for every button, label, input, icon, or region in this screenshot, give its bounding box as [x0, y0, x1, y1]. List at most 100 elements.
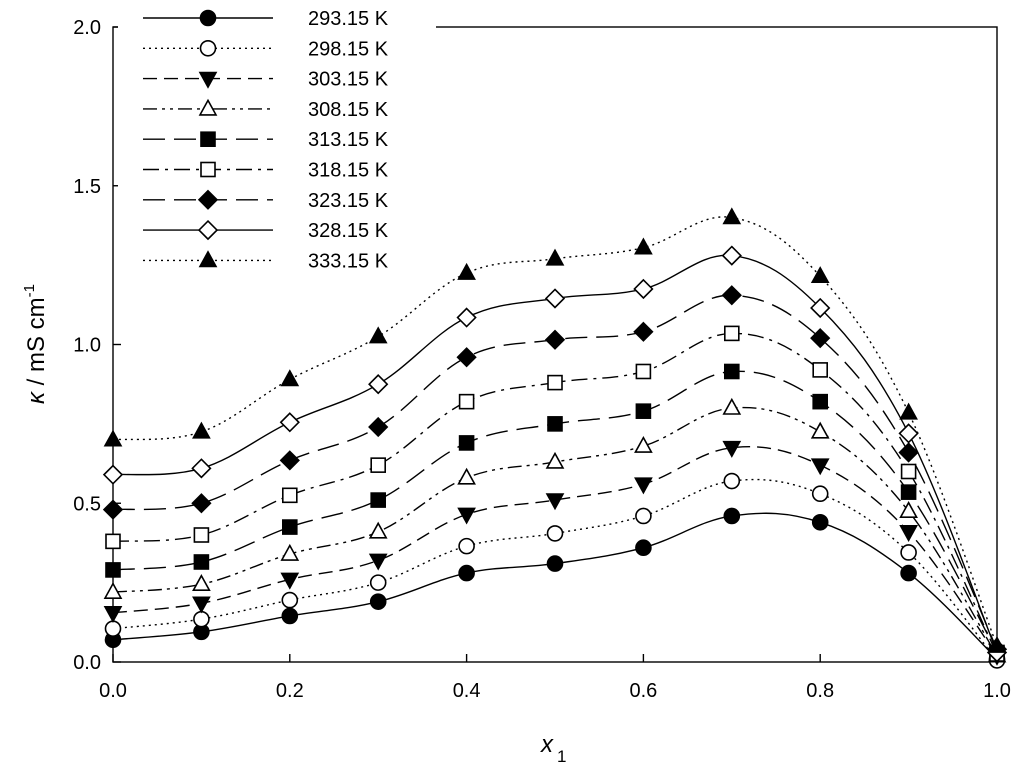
data-point — [279, 412, 300, 433]
data-point — [899, 525, 918, 542]
legend-label: 303.15 K — [308, 69, 389, 91]
data-point — [368, 416, 389, 438]
legend-background — [118, 8, 436, 280]
legend-marker — [198, 98, 218, 116]
data-point — [193, 610, 210, 628]
data-point — [634, 237, 653, 255]
legend-label: 318.15 K — [308, 160, 389, 182]
x-tick-label: 1.0 — [983, 680, 1011, 702]
series-line-32315 — [112, 294, 998, 650]
data-point — [634, 435, 653, 453]
x-tick-label: 0.0 — [99, 680, 127, 702]
data-point — [900, 544, 917, 561]
data-point — [103, 605, 123, 623]
data-point — [810, 297, 831, 319]
data-point — [281, 607, 299, 625]
legend-marker — [199, 9, 217, 27]
data-point — [722, 207, 742, 225]
data-point — [810, 458, 830, 476]
data-point — [280, 543, 300, 561]
data-point — [545, 493, 565, 511]
legend-marker — [199, 39, 217, 57]
data-point — [810, 421, 830, 439]
x-tick-label: 0.4 — [453, 680, 481, 702]
data-point — [368, 553, 388, 571]
data-point — [545, 248, 565, 266]
data-point — [723, 325, 740, 342]
data-point — [192, 421, 211, 439]
data-point — [368, 521, 388, 539]
data-point — [721, 245, 742, 266]
data-point — [721, 285, 742, 306]
data-point — [456, 347, 477, 368]
data-point — [191, 493, 212, 514]
series-line-31315 — [112, 370, 998, 653]
data-point — [722, 440, 742, 458]
x-tick-label: 0.6 — [629, 680, 657, 702]
legend-marker — [200, 161, 216, 178]
data-point — [370, 492, 387, 508]
y-axis-label-superscript: -1 — [21, 284, 38, 297]
series-lines — [112, 216, 998, 661]
data-point — [457, 262, 476, 280]
data-point — [105, 533, 121, 550]
y-tick-label: 1.5 — [73, 176, 101, 198]
data-point — [547, 374, 563, 391]
data-point — [722, 397, 742, 415]
legend-marker — [198, 71, 218, 89]
data-point — [193, 527, 210, 543]
legend-label: 333.15 K — [308, 250, 389, 272]
data-point — [812, 393, 829, 410]
y-axis-label-units: / mS cm — [23, 297, 50, 392]
series-line-32815 — [112, 254, 998, 653]
data-point — [369, 593, 387, 610]
axis-ticks: 0.0 0.2 0.4 0.6 0.8 1.0 0.0 0.5 1.0 1.5 2.0 — [73, 17, 1011, 702]
y-tick-label: 2.0 — [73, 17, 101, 39]
data-point — [103, 429, 123, 447]
legend-marker — [197, 219, 219, 241]
data-point — [987, 635, 1007, 653]
series-line-30815 — [112, 406, 998, 657]
legend-marker — [200, 131, 216, 147]
legend-label: 323.15 K — [308, 190, 389, 212]
data-point — [634, 477, 653, 495]
data-point — [458, 564, 475, 582]
data-point — [810, 266, 830, 284]
data-point — [900, 484, 917, 500]
data-point — [723, 472, 741, 490]
data-point — [635, 363, 652, 380]
data-point — [545, 451, 565, 469]
data-point — [544, 329, 566, 350]
data-point — [635, 507, 652, 525]
data-point — [281, 591, 299, 609]
data-point — [546, 555, 564, 572]
data-point — [192, 574, 211, 592]
data-point — [723, 363, 740, 380]
data-point — [633, 278, 654, 300]
x-axis-label-subscript: 1 — [557, 747, 566, 766]
data-point — [192, 596, 211, 614]
legend-label: 313.15 K — [308, 129, 389, 151]
data-point — [635, 403, 652, 419]
data-point — [102, 499, 124, 520]
data-point — [633, 321, 654, 342]
data-point — [898, 423, 919, 444]
y-axis-label-kappa: κ — [23, 390, 50, 404]
data-point — [810, 328, 831, 349]
x-axis-label: x — [540, 731, 554, 758]
data-point — [369, 574, 387, 591]
data-point — [104, 620, 122, 637]
legend: 293.15 K 298.15 K 303.15 K 308.15 K 313.15 K… — [143, 8, 389, 272]
data-point — [368, 374, 389, 395]
data-point — [457, 507, 476, 525]
data-point — [458, 537, 475, 555]
svg-text:κ / mS cm-1: κ / mS cm-1 — [21, 284, 50, 404]
data-point — [635, 539, 652, 557]
y-tick-label: 0.0 — [73, 652, 101, 674]
data-point — [811, 513, 829, 531]
data-point — [544, 288, 566, 309]
data-point — [281, 519, 298, 535]
data-point — [547, 416, 563, 432]
data-point — [458, 435, 475, 451]
